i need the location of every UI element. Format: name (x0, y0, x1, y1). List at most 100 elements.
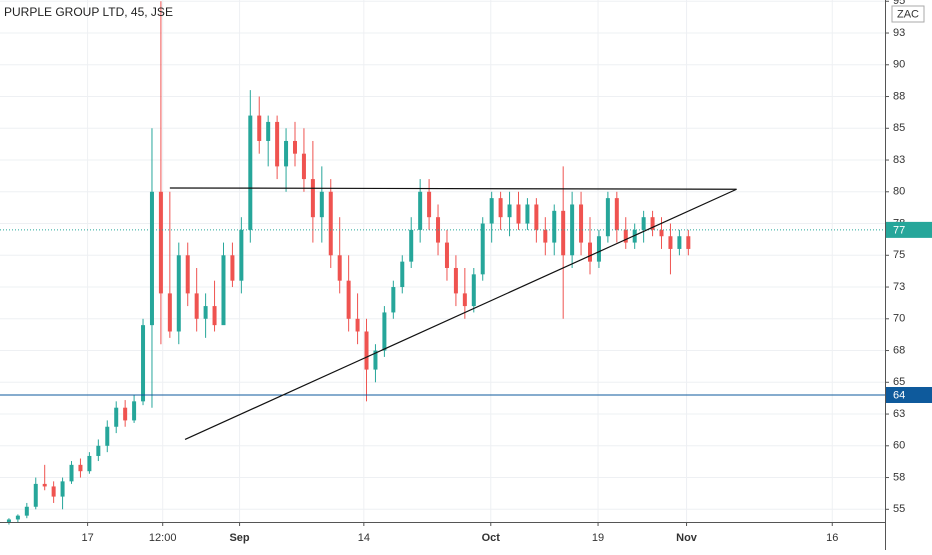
candle-body (391, 287, 396, 313)
x-tick-label: Sep (229, 532, 249, 544)
candle-body (257, 115, 262, 141)
candle-body (230, 255, 235, 281)
grid (0, 0, 885, 522)
candle-body (78, 464, 83, 472)
candle-body (588, 242, 592, 262)
currency-label: ZAC (897, 8, 919, 20)
candle-body (346, 280, 351, 319)
y-tick-label: 58 (893, 471, 905, 483)
candle-body (659, 229, 664, 237)
candle-body (87, 455, 92, 472)
candle-body (668, 236, 673, 249)
candle-body (489, 198, 494, 224)
y-tick-label: 68 (893, 344, 905, 356)
candle-body (248, 115, 253, 230)
y-tick-label: 73 (893, 281, 905, 293)
candle-body (239, 229, 244, 281)
candle-body (105, 426, 110, 446)
candle-body (337, 255, 342, 281)
y-tick-label: 60 (893, 440, 905, 452)
price-label: 77 (893, 224, 905, 236)
candle-body (24, 506, 29, 516)
candle-body (453, 267, 458, 294)
candle-body (185, 255, 190, 294)
candle-body (194, 293, 199, 319)
price-label-box (886, 386, 932, 403)
candle-body (552, 210, 557, 243)
candle-body (319, 191, 324, 218)
candle-body (543, 229, 548, 243)
candle-body (301, 153, 306, 180)
candle-body (310, 179, 315, 218)
candle-body (570, 204, 575, 256)
candle-body (677, 236, 682, 249)
y-tick-label: 70 (893, 313, 905, 325)
candle-body (614, 198, 619, 230)
candle-body (605, 198, 610, 237)
candle-body (427, 191, 432, 218)
x-tick-label: 19 (592, 532, 604, 544)
y-tick-label: 90 (893, 59, 905, 71)
chart-title: PURPLE GROUP LTD, 45, JSE (4, 5, 173, 19)
candle-body (516, 204, 521, 224)
candle-body (96, 445, 101, 456)
y-tick-label: 88 (893, 90, 905, 102)
y-tick-label: 80 (893, 186, 905, 198)
candle-body (409, 229, 414, 262)
candle-body (444, 242, 449, 268)
y-tick-label: 93 (893, 27, 905, 39)
candle-body (123, 407, 128, 421)
candle-body (641, 217, 646, 230)
y-tick-label: 55 (893, 503, 905, 515)
candle-body (132, 401, 137, 421)
y-tick-label: 95 (893, 0, 905, 7)
candle-body (579, 204, 584, 243)
candle-body (596, 236, 601, 262)
candle-body (418, 191, 423, 230)
candle-body (471, 274, 476, 307)
candle-body (293, 140, 297, 154)
x-tick-label: Oct (482, 532, 501, 544)
candle-body (167, 293, 172, 332)
candle-body (632, 229, 637, 243)
candle-body (561, 210, 566, 256)
candle-body (382, 312, 387, 351)
y-tick-label: 65 (893, 376, 905, 388)
candle-body (525, 204, 530, 224)
price-label-box (886, 221, 932, 238)
candle-body (42, 483, 47, 487)
candle-body (33, 483, 38, 507)
candle-body (498, 198, 503, 218)
currency-box (891, 5, 925, 23)
axes: 55586063656870737578808385889093951712:0… (81, 0, 932, 544)
y-tick-label: 85 (893, 122, 905, 134)
candle-body (507, 204, 512, 218)
y-tick-label: 83 (893, 154, 905, 166)
candle-body (60, 481, 65, 497)
candle-body (176, 255, 181, 332)
candle-body (373, 350, 378, 370)
trend-line (169, 187, 737, 190)
candle-body (284, 140, 289, 167)
x-tick-label: Nov (676, 532, 698, 544)
candle-body (623, 229, 628, 243)
y-tick-label: 75 (893, 249, 905, 261)
candle-body (355, 318, 360, 332)
candle-body (328, 191, 333, 256)
candle-body (51, 486, 56, 497)
candle-body (462, 293, 467, 307)
candle-body (364, 331, 369, 370)
candle-body (400, 261, 405, 288)
candle-body (650, 217, 655, 230)
candle-body (686, 236, 691, 249)
x-tick-label: 16 (826, 532, 838, 544)
price-label: 64 (893, 389, 905, 401)
candle-body (275, 121, 280, 167)
x-tick-label: 17 (81, 532, 93, 544)
candle-body (212, 306, 217, 326)
candle-body (158, 191, 163, 294)
candle-body (15, 515, 20, 520)
candle-body (534, 204, 539, 230)
